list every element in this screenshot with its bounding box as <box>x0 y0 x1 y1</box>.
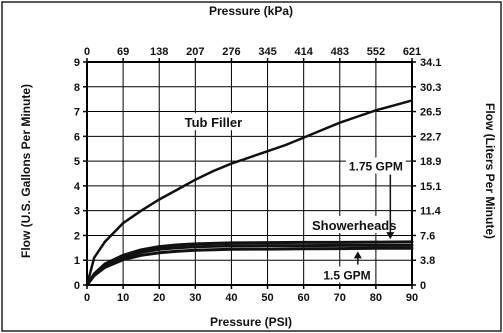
y-tick-label: 9 <box>74 57 80 69</box>
annotation-arrow-head <box>353 251 362 259</box>
x2-tick-label: 69 <box>117 46 129 58</box>
series-line-showerhead-1 <box>85 240 414 287</box>
series-line-showerhead-2 <box>85 243 414 287</box>
y2-tick-label: 26.5 <box>420 107 441 119</box>
y-tick-label: 0 <box>74 280 80 292</box>
series-line-tub-filler <box>85 99 413 286</box>
series-line-showerhead-3 <box>85 246 414 287</box>
x2-tick-label: 207 <box>186 46 204 58</box>
x-tick-label: 0 <box>84 292 90 304</box>
annotation-label: Tub Filler <box>185 115 243 130</box>
x-tick-label: 30 <box>189 292 201 304</box>
x2-tick-label: 0 <box>84 46 90 58</box>
y2-tick-label: 30.3 <box>420 82 441 94</box>
x2-tick-label: 414 <box>294 46 313 58</box>
x2-tick-label: 552 <box>367 46 385 58</box>
y2-tick-label: 11.4 <box>420 206 442 218</box>
y-tick-label: 6 <box>74 131 80 143</box>
x2-tick-label: 276 <box>222 46 240 58</box>
y2-tick-label: 22.7 <box>420 131 441 143</box>
y2-tick-label: 18.9 <box>420 156 441 168</box>
x-tick-label: 60 <box>298 292 310 304</box>
y-tick-label: 3 <box>74 206 80 218</box>
right-axis-title: Flow (Liters Per Minute) <box>483 103 497 239</box>
x-tick-label: 50 <box>261 292 273 304</box>
y-tick-label: 1 <box>74 255 80 267</box>
y2-tick-label: 34.1 <box>420 57 441 69</box>
annotation-background <box>173 113 254 131</box>
annotation-background <box>310 216 398 234</box>
series-group <box>85 99 414 287</box>
x2-tick-label: 483 <box>331 46 349 58</box>
y-tick-label: 8 <box>74 82 80 94</box>
x-tick-label: 20 <box>153 292 165 304</box>
x-tick-label: 70 <box>334 292 346 304</box>
annotation-label: 1.5 GPM <box>323 269 370 283</box>
y2-tick-label: 7.6 <box>420 230 435 242</box>
annotation-label: Showerheads <box>312 218 397 233</box>
annotation-background <box>320 266 374 283</box>
y-tick-label: 5 <box>74 156 80 168</box>
x2-tick-label: 345 <box>258 46 276 58</box>
x-tick-label: 80 <box>370 292 382 304</box>
annotations: Tub Filler Showerheads 1.75 GPM 1.5 GPM <box>173 113 406 283</box>
y-tick-label: 2 <box>74 230 80 242</box>
top-axis-title: Pressure (kPa) <box>209 4 293 18</box>
x-tick-label: 90 <box>406 292 418 304</box>
x-tick-label: 10 <box>117 292 129 304</box>
annotation-label: 1.75 GPM <box>349 160 403 174</box>
y2-tick-label: 3.8 <box>420 255 435 267</box>
left-axis-title: Flow (U.S. Gallons Per Minute) <box>19 84 33 258</box>
annotation-background <box>346 157 406 174</box>
y2-tick-label: 0 <box>420 280 426 292</box>
y-tick-label: 7 <box>74 107 80 119</box>
x-tick-label: 40 <box>225 292 237 304</box>
y2-tick-label: 15.1 <box>420 181 441 193</box>
x2-tick-label: 621 <box>403 46 421 58</box>
bottom-axis-title: Pressure (PSI) <box>210 315 292 329</box>
axis-ticks <box>83 58 416 289</box>
x2-tick-label: 138 <box>150 46 168 58</box>
tick-labels: 0010692013830207402765034560414704838055… <box>74 46 442 304</box>
annotation-arrow-head <box>386 232 395 240</box>
y-tick-label: 4 <box>74 181 81 193</box>
